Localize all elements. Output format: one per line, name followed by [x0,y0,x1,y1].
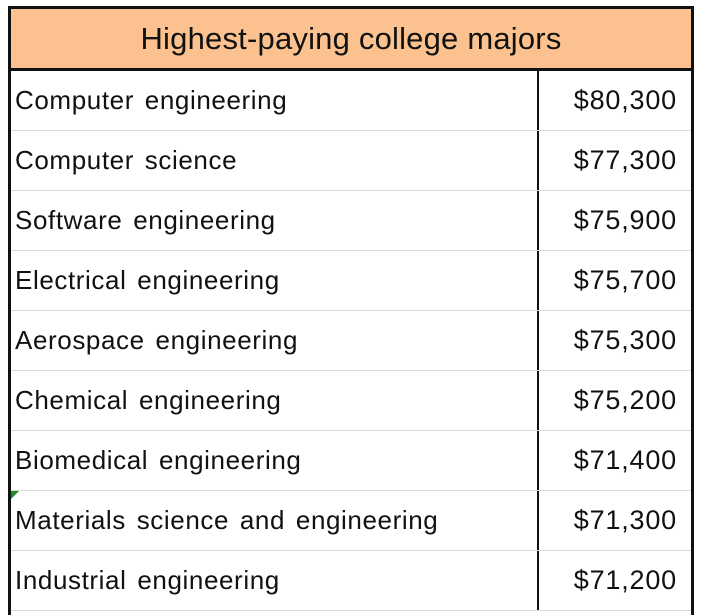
table-row: Computer engineering $80,300 [11,71,691,131]
table-row: Software engineering $75,900 [11,191,691,251]
major-cell[interactable]: Computer engineering [11,71,539,130]
major-cell[interactable]: Aerospace engineering [11,311,539,370]
salary-cell[interactable]: $75,900 [573,205,677,235]
table-row: Electrical engineering $75,700 [11,251,691,311]
comment-marker-icon[interactable] [11,491,19,499]
table-row: Materials science and engineering $71,30… [11,491,691,551]
salary-table: Highest-paying college majors Computer e… [8,6,694,615]
table-row: Computer science $77,300 [11,131,691,191]
major-cell[interactable]: Electrical engineering [11,251,539,310]
major-cell[interactable]: Industrial engineering [11,551,539,610]
salary-cell[interactable]: $71,300 [573,505,677,535]
major-cell[interactable]: Computer science [11,131,539,190]
salary-cell[interactable]: $71,200 [573,565,677,595]
major-cell[interactable]: Software engineering [11,191,539,250]
salary-cell[interactable]: $75,300 [573,325,677,355]
table-header[interactable]: Highest-paying college majors [11,9,691,71]
table-title: Highest-paying college majors [140,20,562,56]
major-cell[interactable]: Materials science and engineering [11,491,539,550]
table-row: Industrial engineering $71,200 [11,551,691,611]
salary-cell[interactable]: $75,700 [573,265,677,295]
major-cell[interactable]: Biomedical engineering [11,431,539,490]
salary-cell[interactable]: $80,300 [573,85,677,115]
table-row: Biomedical engineering $71,400 [11,431,691,491]
major-cell[interactable]: Chemical engineering [11,371,539,430]
salary-cell[interactable]: $71,400 [573,445,677,475]
table-row: Aerospace engineering $75,300 [11,311,691,371]
table-row: Chemical engineering $75,200 [11,371,691,431]
salary-cell[interactable]: $77,300 [573,145,677,175]
salary-cell[interactable]: $75,200 [573,385,677,415]
